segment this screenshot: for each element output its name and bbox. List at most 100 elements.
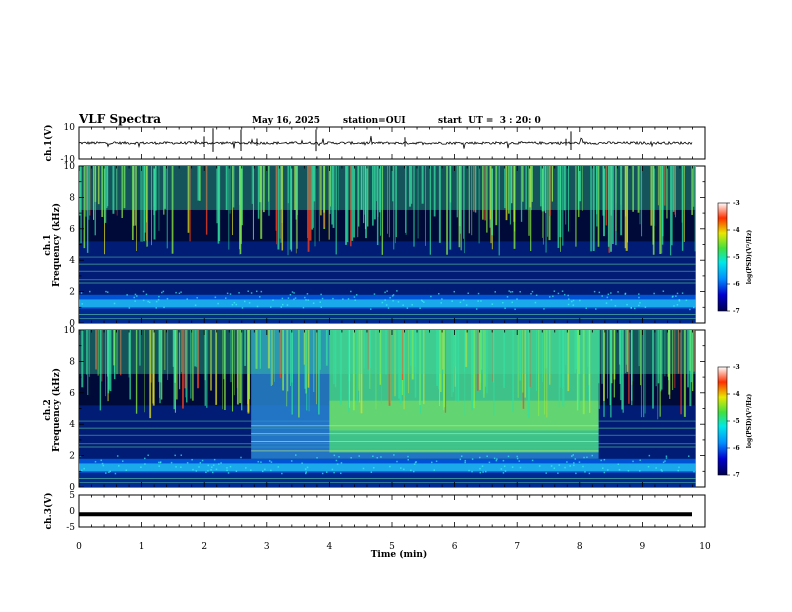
spec-speckle (571, 455, 573, 457)
spec-speckle (495, 459, 498, 462)
spec-low-band-core (79, 463, 696, 472)
spec-speckle (614, 304, 617, 307)
spec-speckle (373, 467, 375, 469)
ch1-spec-y-ticks: 0 2 4 6 8 10 (64, 162, 705, 329)
spec-speckle (462, 299, 465, 301)
spec-speckle (553, 467, 556, 470)
spec-speckle (519, 291, 521, 293)
spec-speckle (681, 292, 684, 294)
spec-speckle (186, 298, 189, 300)
spec-speckle (639, 459, 641, 461)
spec-speckle (502, 459, 505, 462)
spec-speckle (660, 469, 663, 471)
spec-speckle (578, 461, 581, 463)
spec-speckle (144, 457, 146, 460)
colorbar-tick-label: -4 (733, 227, 740, 234)
spec-speckle (306, 293, 309, 295)
spec-speckle (494, 291, 496, 293)
spec-speckle (491, 303, 494, 305)
spec-speckle (255, 290, 258, 293)
spec-speckle (158, 295, 160, 298)
ch1-waveform-panel: 10 -10 ch.1(V) (43, 123, 706, 165)
spec-speckle (163, 306, 165, 309)
spec-speckle (180, 454, 183, 456)
spec-speckle (574, 458, 577, 460)
spec-speckle (451, 300, 453, 302)
ch1-colorbar: -3 -4 -5 -6 -7 log(PSD)(V²/Hz) (717, 200, 753, 315)
spec-speckle (347, 298, 350, 300)
spec-speckle (407, 455, 409, 458)
spec-speckle (147, 454, 149, 457)
spec-speckle (493, 457, 496, 460)
spec-speckle (548, 296, 551, 298)
spec-speckle (617, 291, 619, 293)
freq-tick-label: 2 (69, 288, 75, 298)
spec-speckle (145, 293, 148, 296)
colorbar-tick-label: -6 (733, 281, 740, 288)
spec-speckle (238, 292, 240, 294)
spec-speckle (293, 298, 295, 301)
spec-speckle (260, 290, 263, 293)
spec-speckle (481, 465, 484, 467)
spec-speckle (514, 308, 516, 311)
spec-speckle (676, 292, 679, 295)
spec-speckle (588, 472, 591, 475)
spec-speckle (196, 297, 198, 299)
spec-speckle (482, 471, 484, 473)
spec-speckle (502, 472, 505, 474)
spec-speckle (568, 298, 570, 300)
ch1-spec-x-ticks (78, 166, 706, 323)
spec-speckle (413, 470, 415, 473)
spec-speckle (268, 460, 271, 462)
freq-tick-label: 8 (69, 357, 75, 367)
freq-tick-label: 4 (69, 420, 75, 430)
spec-speckle (610, 292, 612, 294)
spec-speckle (639, 302, 641, 304)
spec-speckle (396, 290, 398, 292)
ch1-waveform-series (78, 128, 693, 152)
ch1-waveform-ylabel: ch.1(V) (43, 125, 54, 162)
spec-speckle (144, 463, 146, 465)
spec-speckle (321, 297, 324, 300)
spec-speckle (248, 302, 251, 304)
spec-speckle (566, 461, 568, 463)
spec-speckle (420, 299, 423, 302)
spec-speckle (220, 462, 222, 464)
spec-speckle (530, 293, 532, 295)
spec-speckle (464, 459, 467, 462)
ch1-spec-ylabel-frequency: Frequency (kHz) (51, 203, 62, 287)
spec-speckle (534, 301, 537, 304)
spec-speckle (402, 304, 404, 306)
freq-tick-label: 0 (69, 483, 75, 493)
spec-speckle (157, 298, 160, 301)
spec-speckle (603, 458, 606, 461)
spec-speckle (212, 471, 214, 474)
spec-speckle (572, 304, 575, 306)
time-tick-label: 3 (264, 542, 270, 552)
spec-speckle (192, 468, 194, 471)
spec-speckle (516, 455, 518, 458)
spec-speckle (302, 306, 305, 309)
spec-speckle (508, 290, 510, 292)
spec-speckle (240, 456, 242, 459)
spec-speckle (607, 293, 610, 296)
spec-speckle (603, 471, 606, 474)
spec-speckle (662, 461, 665, 464)
ch1-x-ticks (78, 127, 706, 159)
spec-speckle (217, 302, 219, 305)
time-tick-label: 7 (514, 542, 520, 552)
spec-speckle (281, 472, 283, 475)
spec-speckle (147, 300, 149, 303)
spec-speckle (570, 300, 573, 303)
freq-tick-label: 10 (64, 326, 76, 336)
time-tick-label: 0 (76, 542, 82, 552)
spec-speckle (661, 470, 663, 472)
spec-speckle (306, 466, 309, 469)
ch3-waveform-panel: 5 0 -5 ch.3(V) (43, 491, 706, 533)
spec-speckle (678, 298, 681, 301)
colorbar-tick-label: -3 (733, 200, 740, 207)
spec-speckle (293, 292, 295, 294)
spec-speckle (305, 472, 307, 475)
spec-speckle (281, 303, 284, 306)
spec-speckle (543, 308, 545, 310)
